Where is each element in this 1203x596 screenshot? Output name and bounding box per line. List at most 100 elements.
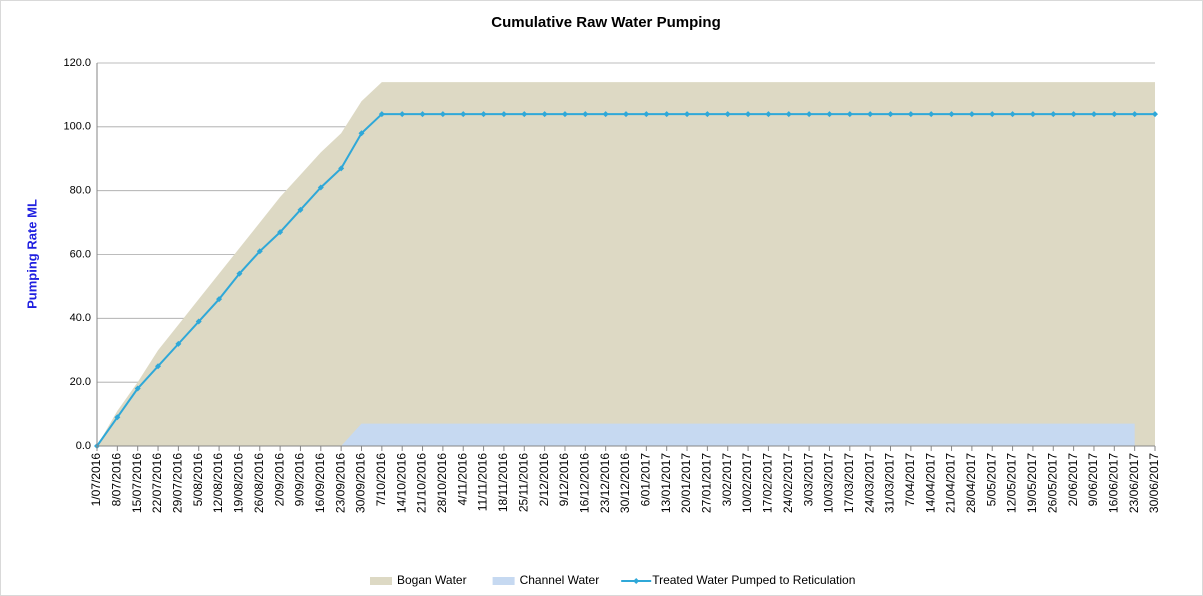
area bbox=[97, 82, 1155, 447]
x-tick-label: 30/09/2016 bbox=[354, 453, 368, 513]
x-tick-label: 5/08/2016 bbox=[191, 453, 205, 507]
x-tick-label: 23/06/2017 bbox=[1127, 453, 1141, 513]
y-tick-label: 100.0 bbox=[63, 121, 91, 133]
marker bbox=[399, 111, 406, 118]
marker bbox=[134, 385, 141, 392]
legend-label: Bogan Water bbox=[397, 573, 467, 587]
marker bbox=[846, 111, 853, 118]
y-tick-label: 0.0 bbox=[76, 440, 91, 452]
x-tick-label: 10/03/2017 bbox=[822, 453, 836, 513]
marker bbox=[663, 111, 670, 118]
marker bbox=[1152, 111, 1158, 118]
x-tick-label: 11/11/2016 bbox=[476, 453, 490, 512]
legend-label: Channel Water bbox=[520, 573, 600, 587]
marker bbox=[256, 248, 263, 255]
marker bbox=[216, 296, 223, 303]
marker bbox=[907, 111, 914, 118]
y-tick-label: 40.0 bbox=[70, 312, 91, 324]
area bbox=[97, 423, 1135, 446]
x-tick-label: 17/03/2017 bbox=[842, 453, 856, 513]
y-axis-label: Pumping Rate ML bbox=[24, 199, 39, 309]
marker bbox=[724, 111, 731, 118]
marker bbox=[1070, 111, 1077, 118]
legend-item: Treated Water Pumped to Reticulation bbox=[621, 573, 855, 587]
marker bbox=[765, 111, 772, 118]
legend-marker bbox=[633, 578, 640, 584]
x-tick-label: 19/08/2016 bbox=[232, 453, 246, 513]
marker bbox=[887, 111, 894, 118]
x-tick-label: 13/01/2017 bbox=[659, 453, 673, 513]
x-tick-label: 23/12/2016 bbox=[598, 453, 612, 513]
x-tick-label: 22/07/2016 bbox=[150, 453, 164, 513]
marker bbox=[989, 111, 996, 118]
marker bbox=[582, 111, 589, 118]
marker bbox=[1131, 111, 1138, 118]
x-tick-label: 12/05/2017 bbox=[1005, 453, 1019, 513]
marker bbox=[745, 111, 752, 118]
marker bbox=[1009, 111, 1016, 118]
legend-swatch bbox=[492, 577, 515, 585]
marker bbox=[378, 111, 385, 118]
x-tick-label: 24/02/2017 bbox=[781, 453, 795, 513]
x-tick-label: 29/07/2016 bbox=[171, 453, 185, 513]
marker bbox=[867, 111, 874, 118]
x-tick-label: 3/02/2017 bbox=[720, 453, 734, 507]
x-tick-label: 9/12/2016 bbox=[557, 453, 571, 507]
marker bbox=[948, 111, 955, 118]
marker bbox=[480, 111, 487, 118]
x-tick-label: 3/03/2017 bbox=[801, 453, 815, 507]
x-tick-label: 2/12/2016 bbox=[537, 453, 551, 507]
x-tick-label: 19/05/2017 bbox=[1025, 453, 1039, 513]
x-tick-label: 7/04/2017 bbox=[903, 453, 917, 507]
marker bbox=[439, 111, 446, 118]
marker bbox=[561, 111, 568, 118]
x-tick-label: 8/07/2016 bbox=[110, 453, 124, 507]
marker bbox=[928, 111, 935, 118]
x-tick-label: 5/05/2017 bbox=[984, 453, 998, 507]
x-tick-label: 30/12/2016 bbox=[618, 453, 632, 513]
x-tick-label: 21/04/2017 bbox=[944, 453, 958, 513]
marker bbox=[155, 363, 162, 370]
marker bbox=[1029, 111, 1036, 118]
x-tick-label: 2/09/2016 bbox=[272, 453, 286, 507]
x-tick-label: 6/01/2017 bbox=[639, 453, 653, 507]
x-tick-label: 9/06/2017 bbox=[1086, 453, 1100, 507]
x-tick-label: 16/06/2017 bbox=[1106, 453, 1120, 513]
marker bbox=[602, 111, 609, 118]
marker bbox=[541, 111, 548, 118]
marker bbox=[297, 206, 304, 213]
y-tick-label: 120.0 bbox=[63, 57, 91, 69]
x-tick-label: 18/11/2016 bbox=[496, 453, 510, 512]
marker bbox=[175, 340, 182, 347]
x-tick-label: 25/11/2016 bbox=[516, 453, 530, 512]
x-tick-label: 4/11/2016 bbox=[455, 453, 469, 506]
x-tick-label: 31/03/2017 bbox=[883, 453, 897, 513]
marker bbox=[1111, 111, 1118, 118]
legend-item: Channel Water bbox=[492, 573, 600, 587]
x-tick-label: 2/06/2017 bbox=[1066, 453, 1080, 507]
x-tick-label: 14/10/2016 bbox=[394, 453, 408, 513]
x-tick-label: 28/04/2017 bbox=[964, 453, 978, 513]
marker bbox=[460, 111, 467, 118]
x-tick-label: 26/05/2017 bbox=[1045, 453, 1059, 513]
marker bbox=[1090, 111, 1097, 118]
marker bbox=[277, 229, 284, 236]
x-tick-label: 21/10/2016 bbox=[415, 453, 429, 513]
marker bbox=[419, 111, 426, 118]
x-tick-label: 16/12/2016 bbox=[577, 453, 591, 513]
x-tick-label: 23/09/2016 bbox=[333, 453, 347, 513]
legend-item: Bogan Water bbox=[370, 573, 467, 587]
x-tick-label: 27/01/2017 bbox=[700, 453, 714, 513]
x-tick-label: 30/06/2017 bbox=[1147, 453, 1161, 513]
x-tick-label: 20/01/2017 bbox=[679, 453, 693, 513]
x-tick-label: 17/02/2017 bbox=[761, 453, 775, 513]
legend-label: Treated Water Pumped to Reticulation bbox=[652, 573, 855, 587]
x-tick-label: 15/07/2016 bbox=[130, 453, 144, 513]
x-tick-label: 7/10/2016 bbox=[374, 453, 388, 507]
marker bbox=[195, 318, 202, 325]
marker bbox=[358, 130, 365, 137]
marker bbox=[643, 111, 650, 118]
x-tick-label: 14/04/2017 bbox=[923, 453, 937, 513]
x-tick-label: 26/08/2016 bbox=[252, 453, 266, 513]
